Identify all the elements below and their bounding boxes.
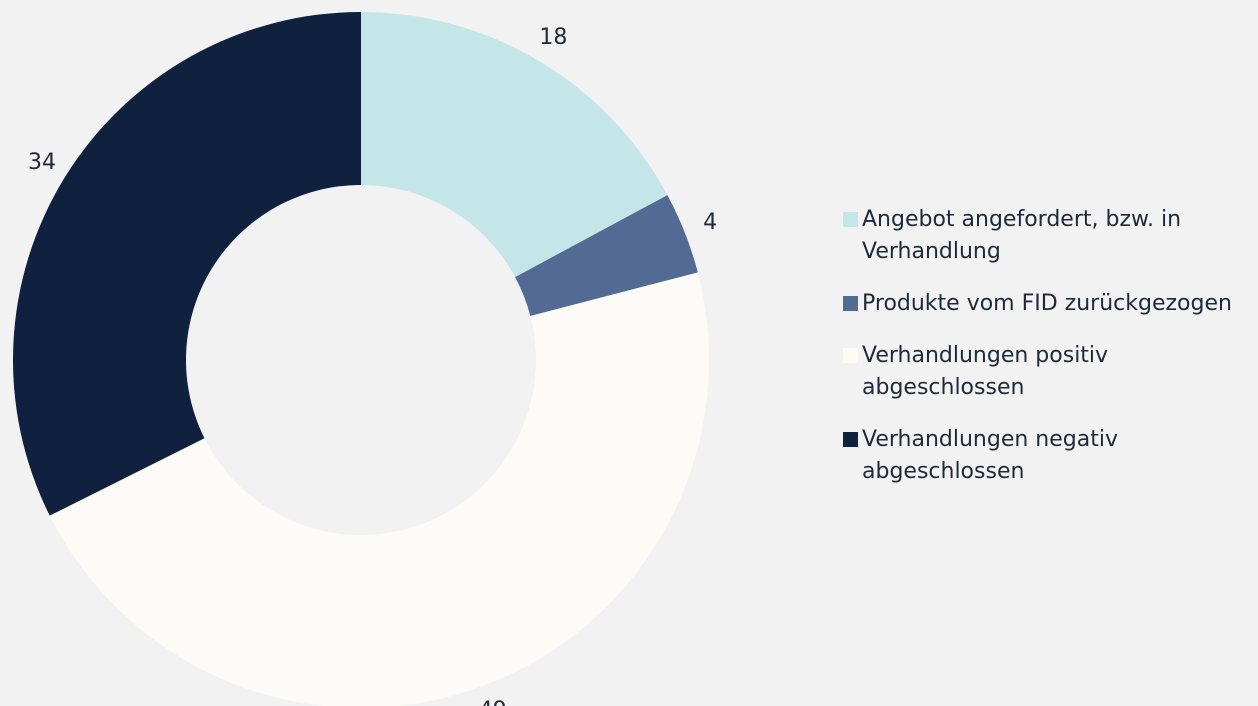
chart: 18 4 49 34: [12, 12, 717, 706]
legend-label: Verhandlungen negativ abgeschlossen: [862, 427, 1118, 484]
legend-item: Angebot angefordert, bzw. in Verhandlung: [843, 204, 1255, 268]
legend: Angebot angefordert, bzw. in Verhandlung…: [843, 204, 1255, 508]
legend-item: Verhandlungen negativ abgeschlossen: [843, 424, 1255, 488]
legend-label: Verhandlungen positiv abgeschlossen: [862, 343, 1109, 400]
legend-item: Verhandlungen positiv abgeschlossen: [843, 340, 1255, 404]
legend-label: Produkte vom FID zurückgezogen: [862, 291, 1232, 316]
data-label: 4: [703, 210, 717, 235]
data-label: 49: [479, 698, 507, 706]
legend-label: Angebot angefordert, bzw. in Verhandlung: [862, 207, 1182, 264]
donut-slice: [49, 272, 709, 706]
donut-slice: [515, 195, 698, 316]
legend-swatch: [843, 348, 858, 363]
legend-swatch: [843, 212, 858, 227]
legend-item: Produkte vom FID zurückgezogen: [843, 288, 1255, 320]
legend-swatch: [843, 296, 858, 311]
legend-swatch: [843, 432, 858, 447]
donut-slice: [12, 12, 361, 516]
donut-slice: [361, 12, 668, 278]
data-label: 18: [539, 25, 567, 50]
data-label: 34: [28, 150, 56, 175]
